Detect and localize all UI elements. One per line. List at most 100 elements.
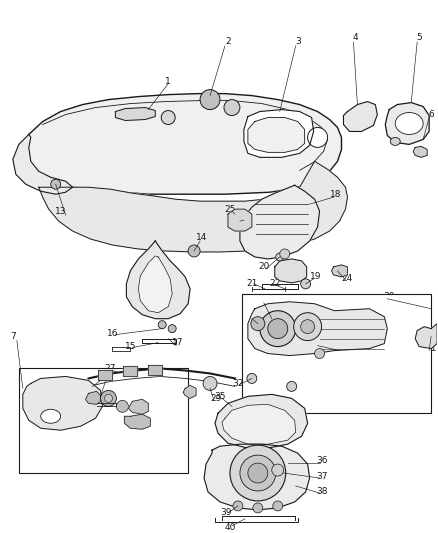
Text: 38: 38 <box>316 488 327 496</box>
Text: 4: 4 <box>353 34 358 42</box>
Text: 3: 3 <box>295 37 300 46</box>
Polygon shape <box>138 256 172 313</box>
Text: 10: 10 <box>115 382 126 391</box>
Polygon shape <box>13 134 73 194</box>
Circle shape <box>307 127 328 148</box>
Text: 14: 14 <box>196 232 208 241</box>
Polygon shape <box>248 302 387 356</box>
Text: 5: 5 <box>416 34 422 42</box>
Text: 27: 27 <box>105 364 116 373</box>
Text: 34: 34 <box>244 312 255 321</box>
Circle shape <box>253 503 263 513</box>
Polygon shape <box>128 399 148 414</box>
Polygon shape <box>415 324 437 349</box>
Circle shape <box>51 179 60 189</box>
Ellipse shape <box>395 112 423 134</box>
Text: 33: 33 <box>256 296 268 305</box>
Circle shape <box>280 249 290 259</box>
Circle shape <box>200 90 220 110</box>
Text: 1: 1 <box>165 77 171 86</box>
Ellipse shape <box>41 409 60 423</box>
Text: 21: 21 <box>246 279 258 288</box>
Circle shape <box>230 445 286 501</box>
Bar <box>242 294 431 413</box>
Circle shape <box>294 313 321 341</box>
Polygon shape <box>124 414 150 429</box>
Circle shape <box>188 245 200 257</box>
Polygon shape <box>244 110 314 157</box>
Circle shape <box>203 376 217 390</box>
Text: 23: 23 <box>236 213 247 222</box>
Polygon shape <box>343 102 378 132</box>
Text: 26: 26 <box>93 392 104 401</box>
Circle shape <box>158 321 166 329</box>
Text: 32: 32 <box>232 379 244 388</box>
Circle shape <box>240 455 276 491</box>
Text: 25: 25 <box>224 205 236 214</box>
Circle shape <box>300 320 314 334</box>
Text: 37: 37 <box>316 472 327 481</box>
Circle shape <box>268 319 288 338</box>
Text: 24: 24 <box>342 274 353 284</box>
Circle shape <box>251 317 265 330</box>
Text: 40: 40 <box>224 523 236 532</box>
Circle shape <box>314 349 325 359</box>
Polygon shape <box>23 376 102 430</box>
Text: 31: 31 <box>310 339 321 348</box>
Polygon shape <box>240 185 320 259</box>
Circle shape <box>224 100 240 116</box>
Polygon shape <box>39 161 347 252</box>
Text: 19: 19 <box>310 272 321 281</box>
Text: 39: 39 <box>220 508 232 518</box>
Text: 11: 11 <box>134 384 146 393</box>
Polygon shape <box>127 241 190 319</box>
Text: 16: 16 <box>107 329 118 338</box>
Text: 15: 15 <box>125 342 136 351</box>
Polygon shape <box>116 108 155 120</box>
Polygon shape <box>248 117 305 152</box>
Circle shape <box>105 394 113 402</box>
Circle shape <box>233 501 243 511</box>
Text: 41: 41 <box>425 344 437 353</box>
Polygon shape <box>99 370 113 381</box>
Polygon shape <box>85 391 100 405</box>
Ellipse shape <box>390 138 400 146</box>
Text: 30: 30 <box>384 292 395 301</box>
Text: 35: 35 <box>214 392 226 401</box>
Circle shape <box>247 374 257 383</box>
Circle shape <box>168 325 176 333</box>
Circle shape <box>161 110 175 125</box>
Polygon shape <box>385 102 429 144</box>
Circle shape <box>287 382 297 391</box>
Polygon shape <box>215 394 307 448</box>
Polygon shape <box>204 444 310 510</box>
Text: 6: 6 <box>428 110 434 119</box>
Text: 22: 22 <box>269 279 280 288</box>
Polygon shape <box>19 94 342 194</box>
Polygon shape <box>148 366 162 375</box>
Text: 29: 29 <box>210 394 222 403</box>
Bar <box>19 368 188 473</box>
Polygon shape <box>413 147 427 157</box>
Circle shape <box>117 400 128 413</box>
Polygon shape <box>228 209 252 231</box>
Circle shape <box>273 501 283 511</box>
Text: 9: 9 <box>99 372 106 381</box>
Text: 17: 17 <box>173 338 184 347</box>
Circle shape <box>272 464 284 476</box>
Polygon shape <box>124 367 138 376</box>
Polygon shape <box>332 265 347 277</box>
Circle shape <box>276 253 284 261</box>
Text: 28: 28 <box>85 380 96 389</box>
Polygon shape <box>275 259 307 283</box>
Text: 2: 2 <box>225 37 231 46</box>
Circle shape <box>248 463 268 483</box>
Text: 18: 18 <box>330 190 341 199</box>
Text: 36: 36 <box>316 456 327 465</box>
Text: 7: 7 <box>10 332 16 341</box>
Text: 8: 8 <box>70 376 75 385</box>
Circle shape <box>100 390 117 406</box>
Text: 13: 13 <box>55 207 67 216</box>
Circle shape <box>300 279 311 289</box>
Polygon shape <box>222 405 296 444</box>
